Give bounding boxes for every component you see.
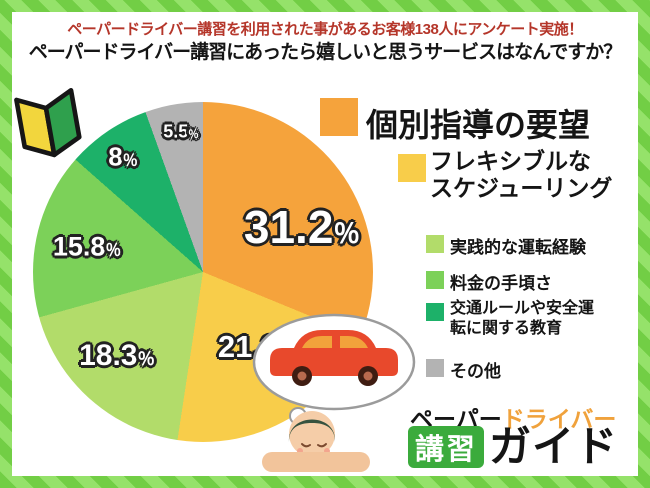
- pie-label-value: 8: [108, 141, 123, 172]
- legend-label-line: 料金の手頃さ: [450, 274, 552, 293]
- pie-label-affordable-price: 15.8％: [53, 232, 121, 263]
- legend-label-line: スケジューリング: [430, 175, 613, 201]
- pie-label-practical-experience: 18.3％: [79, 339, 155, 373]
- legend-swatch-other: [426, 359, 444, 377]
- thought-bubble-car-illustration: [252, 313, 416, 439]
- car-wheel-hub: [363, 371, 373, 381]
- pie-label-safety-education: 8％: [108, 142, 138, 173]
- pie-label-unit: ％: [137, 349, 155, 369]
- brand-logo-badge: 講習: [408, 426, 484, 468]
- legend-label-line: その他: [450, 362, 501, 381]
- car-window-rear: [340, 336, 368, 348]
- legend-label-individual-instruction: 個別指導の要望: [366, 100, 590, 146]
- legend-label-line: 個別指導の要望: [366, 107, 591, 143]
- pie-label-unit: ％: [122, 152, 138, 170]
- legend-swatch-flexible-scheduling: [398, 154, 426, 182]
- pie-label-value: 31.2: [243, 201, 334, 253]
- brand-logo-badge-text: 講習: [414, 434, 477, 466]
- legend-label-other: その他: [450, 357, 501, 382]
- pie-label-value: 15.8: [52, 231, 106, 262]
- legend-label-line: 転に関する教育: [450, 320, 563, 337]
- person-eye-closed: [317, 443, 327, 448]
- legend-label-line: フレキシブルな: [430, 148, 591, 174]
- car-body: [270, 330, 398, 376]
- pie-label-unit: ％: [333, 219, 361, 249]
- person-arms: [262, 452, 370, 472]
- legend-swatch-safety-education: [426, 303, 444, 321]
- legend-label-flexible-scheduling: フレキシブルな スケジューリング: [430, 148, 612, 202]
- pie-label-value: 5.5: [163, 121, 189, 142]
- pie-label-other: 5.5％: [163, 122, 198, 143]
- pie-label-value: 18.3: [79, 339, 138, 372]
- brand-logo-guide-text: ガイド: [489, 423, 619, 470]
- pie-label-unit: ％: [105, 242, 122, 260]
- brand-logo-line2: 講習 ガイド: [408, 426, 618, 468]
- legend-label-affordable-price: 料金の手頃さ: [450, 269, 552, 294]
- legend-swatch-practical-experience: [426, 235, 444, 253]
- person-eye-closed: [301, 443, 311, 448]
- car-wheel-hub: [297, 371, 307, 381]
- beginner-driver-mark-icon: [14, 87, 82, 158]
- pie-label-unit: ％: [188, 129, 199, 141]
- brand-logo-orange-text: ドライバー: [501, 406, 617, 432]
- beginner-mark-right-leaf: [43, 87, 82, 158]
- resting-person-illustration: [262, 411, 370, 472]
- survey-question-title: ペーパードライバー講習にあったら嬉しいと思うサービスはなんですか？: [28, 42, 622, 63]
- survey-note: ペーパードライバー講習を利用された事があるお客様138人にアンケート実施！: [67, 21, 583, 38]
- legend-label-practical-experience: 実践的な運転経験: [450, 233, 586, 258]
- legend-label-line: 交通ルールや安全運: [450, 300, 595, 317]
- content-card: ペーパードライバー講習を利用された事があるお客様138人にアンケート実施！ ペー…: [12, 12, 638, 476]
- pie-label-individual-instruction: 31.2％: [244, 200, 360, 254]
- legend-label-safety-education: 交通ルールや安全運 転に関する教育: [450, 299, 594, 339]
- car-window-front: [302, 336, 332, 348]
- legend-swatch-affordable-price: [426, 271, 444, 289]
- car-illustration: [270, 330, 398, 386]
- legend-label-line: 実践的な運転経験: [450, 238, 586, 257]
- legend-swatch-individual-instruction: [320, 98, 358, 136]
